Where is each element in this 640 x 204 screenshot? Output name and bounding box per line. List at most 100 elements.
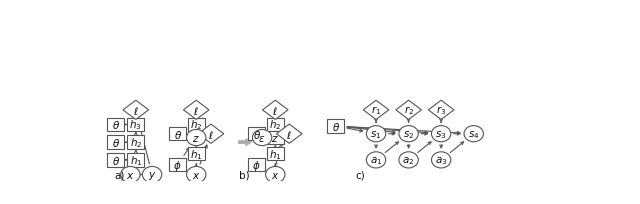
FancyArrowPatch shape — [347, 127, 460, 134]
FancyArrowPatch shape — [131, 167, 133, 171]
Bar — [188, 147, 205, 161]
FancyArrowPatch shape — [182, 134, 186, 136]
FancyArrowPatch shape — [347, 129, 363, 132]
Text: $\theta$: $\theta$ — [253, 128, 260, 140]
Text: $z$: $z$ — [271, 133, 279, 143]
Ellipse shape — [266, 167, 285, 183]
Text: $z$: $z$ — [193, 133, 200, 143]
FancyArrowPatch shape — [268, 136, 271, 139]
Ellipse shape — [187, 167, 206, 183]
Text: $\theta$: $\theta$ — [332, 120, 340, 132]
Text: $h_1$: $h_1$ — [129, 153, 142, 167]
Bar — [107, 153, 124, 167]
FancyArrowPatch shape — [385, 142, 399, 153]
Polygon shape — [123, 101, 148, 120]
Polygon shape — [428, 101, 454, 120]
FancyArrowPatch shape — [138, 173, 141, 176]
FancyArrowPatch shape — [440, 145, 442, 148]
Bar — [267, 118, 284, 132]
Ellipse shape — [366, 126, 386, 142]
FancyArrowPatch shape — [274, 146, 276, 149]
FancyArrowPatch shape — [195, 128, 198, 130]
FancyArrowPatch shape — [124, 123, 127, 126]
Bar — [127, 118, 145, 132]
FancyArrowPatch shape — [388, 133, 395, 135]
Bar — [127, 153, 145, 167]
Bar — [267, 147, 284, 161]
Ellipse shape — [142, 167, 162, 183]
Text: $\ell$: $\ell$ — [208, 128, 214, 140]
Ellipse shape — [366, 152, 386, 168]
Text: b): b) — [239, 169, 250, 179]
Bar — [169, 158, 186, 171]
Polygon shape — [396, 101, 421, 120]
FancyArrowPatch shape — [347, 128, 395, 134]
Bar — [248, 158, 265, 171]
FancyArrowPatch shape — [347, 127, 428, 134]
Text: $x$: $x$ — [271, 170, 280, 180]
FancyArrowPatch shape — [184, 130, 187, 132]
Ellipse shape — [431, 126, 451, 142]
Ellipse shape — [399, 126, 419, 142]
Polygon shape — [276, 124, 302, 144]
FancyArrowPatch shape — [274, 116, 276, 119]
Ellipse shape — [431, 152, 451, 168]
Bar — [107, 118, 124, 132]
Text: a): a) — [114, 169, 124, 179]
FancyArrowPatch shape — [274, 164, 276, 167]
Text: $\theta$: $\theta$ — [111, 119, 120, 131]
Bar — [248, 127, 265, 141]
Text: $y$: $y$ — [148, 169, 156, 181]
FancyArrowPatch shape — [262, 160, 266, 162]
FancyArrowPatch shape — [284, 130, 287, 133]
Bar — [127, 136, 145, 149]
FancyArrowPatch shape — [184, 148, 189, 156]
Text: c): c) — [355, 169, 365, 179]
Polygon shape — [198, 124, 224, 144]
Text: $x$: $x$ — [192, 170, 200, 180]
FancyArrowPatch shape — [276, 144, 284, 164]
FancyArrowPatch shape — [374, 119, 378, 123]
FancyArrowPatch shape — [134, 150, 137, 153]
Text: $s_2$: $s_2$ — [403, 128, 414, 140]
FancyArrowPatch shape — [440, 119, 442, 123]
FancyArrowPatch shape — [195, 164, 198, 167]
Text: $\ell$: $\ell$ — [133, 104, 139, 116]
Polygon shape — [364, 101, 389, 120]
Text: $h_3$: $h_3$ — [129, 118, 142, 132]
Ellipse shape — [399, 152, 419, 168]
FancyArrowPatch shape — [124, 159, 127, 162]
Bar — [169, 127, 186, 141]
FancyArrowPatch shape — [205, 130, 208, 133]
FancyArrowPatch shape — [274, 128, 276, 131]
FancyArrowPatch shape — [262, 134, 266, 137]
Ellipse shape — [187, 130, 206, 146]
Ellipse shape — [121, 167, 140, 183]
Text: $s_3$: $s_3$ — [435, 128, 447, 140]
Text: $h_1$: $h_1$ — [190, 147, 202, 161]
Text: $h_2$: $h_2$ — [129, 136, 142, 149]
Polygon shape — [262, 101, 288, 120]
Text: $r_2$: $r_2$ — [404, 104, 413, 117]
Text: $h_2$: $h_2$ — [269, 118, 282, 132]
Text: $a_1$: $a_1$ — [370, 154, 382, 166]
Ellipse shape — [252, 130, 272, 146]
Text: $\theta$: $\theta$ — [111, 136, 120, 149]
Bar — [107, 136, 124, 149]
Text: $a_2$: $a_2$ — [403, 154, 415, 166]
Text: $\ell$: $\ell$ — [193, 104, 199, 116]
FancyArrowPatch shape — [374, 145, 378, 148]
Bar — [327, 120, 344, 133]
Polygon shape — [184, 101, 209, 120]
FancyArrowPatch shape — [239, 139, 252, 146]
Text: $x$: $x$ — [126, 170, 134, 180]
Text: $\theta$: $\theta$ — [111, 154, 120, 166]
Text: $\phi$: $\phi$ — [252, 158, 261, 172]
Ellipse shape — [464, 126, 483, 142]
Text: $s_4$: $s_4$ — [468, 128, 479, 140]
FancyArrowPatch shape — [195, 147, 198, 150]
FancyArrowPatch shape — [407, 145, 410, 148]
FancyArrowPatch shape — [138, 122, 149, 164]
FancyArrowPatch shape — [418, 142, 431, 153]
FancyArrowPatch shape — [421, 133, 428, 135]
